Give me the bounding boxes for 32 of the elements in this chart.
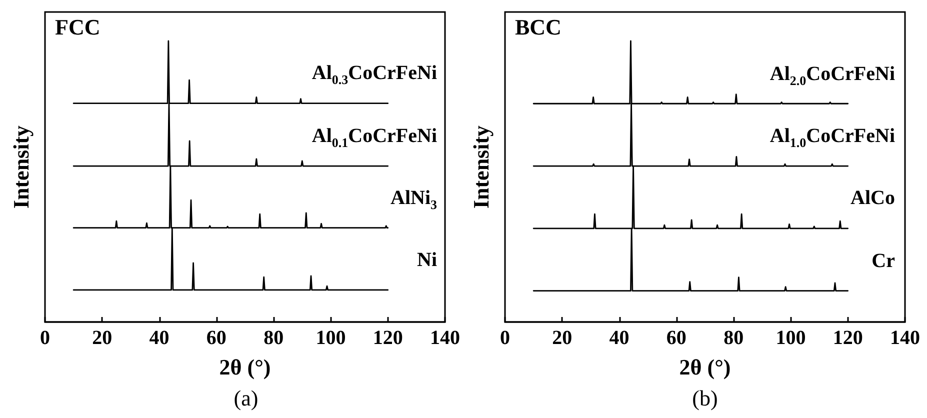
text: (b)	[692, 386, 718, 410]
x-tick-label: 120	[832, 327, 863, 349]
series-label: Al$_{2.0}$CoCrFeNi	[770, 62, 895, 88]
x-tick-label: 80	[264, 327, 284, 349]
x-tick-label: 60	[206, 327, 226, 349]
x-tick-label: 120	[372, 327, 403, 349]
x-tick-label: 40	[609, 327, 630, 349]
y-axis-title: Intensity	[8, 125, 34, 209]
series-label: AlCo	[850, 187, 895, 210]
series-label: Al$_{0.1}$CoCrFeNi	[312, 125, 437, 150]
x-tick-label: 20	[552, 327, 572, 349]
x-tick-label: 20	[92, 327, 112, 349]
series-label: AlNi$_{3}$	[390, 186, 437, 212]
x-axis-title: 2θ (°)	[219, 354, 271, 380]
x-tick-label: 140	[890, 327, 920, 349]
x-tick-label: 100	[776, 327, 806, 349]
text: FCC	[55, 14, 100, 40]
series-label: Ni	[417, 248, 437, 271]
text: BCC	[515, 14, 562, 40]
series-label: Al$_{0.3}$CoCrFeNi	[312, 62, 437, 88]
x-tick-label: 60	[666, 327, 686, 349]
x-tick-label: 140	[430, 327, 460, 349]
x-tick-label: 80	[724, 327, 744, 349]
x-axis-title: 2θ (°)	[679, 354, 731, 380]
series-label: Al$_{1.0}$CoCrFeNi	[770, 125, 895, 150]
x-tick-label: 40	[149, 327, 170, 349]
x-tick-label: 100	[316, 327, 346, 349]
text: (a)	[234, 386, 258, 410]
x-tick-label: 0	[500, 327, 510, 349]
series-label: Cr	[872, 250, 895, 272]
y-axis-title: Intensity	[468, 125, 494, 209]
x-tick-label: 0	[40, 327, 50, 349]
